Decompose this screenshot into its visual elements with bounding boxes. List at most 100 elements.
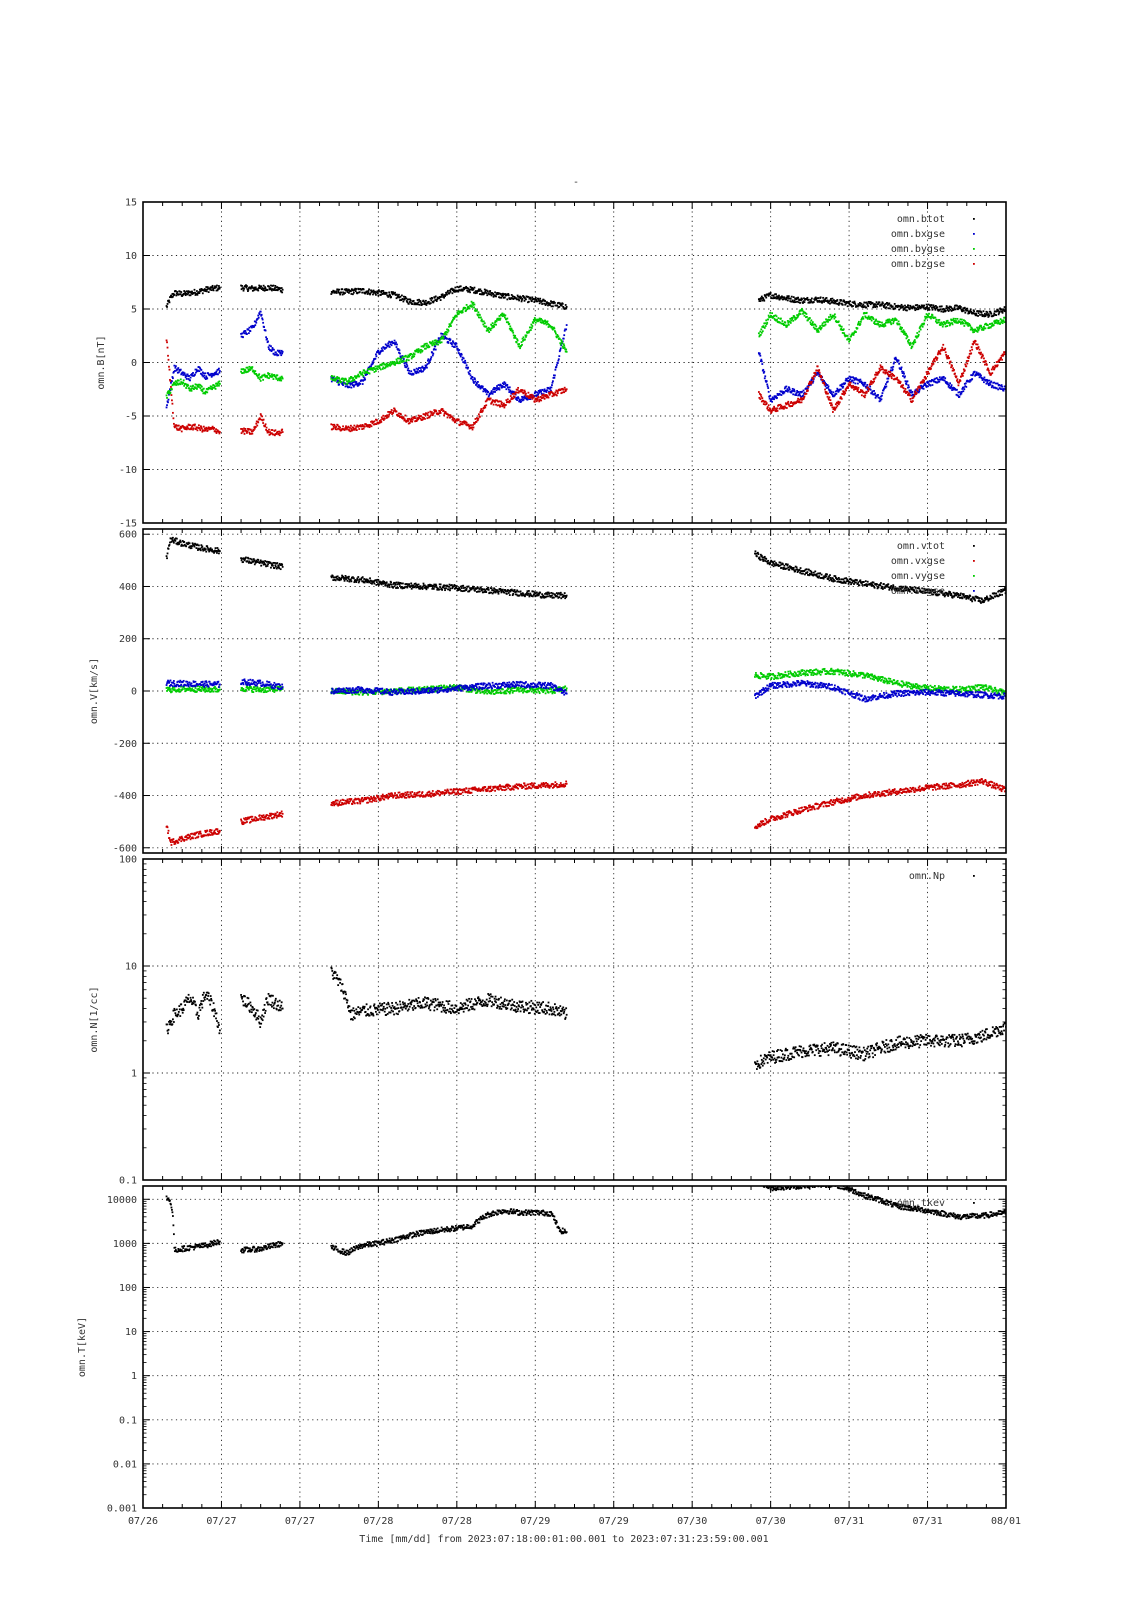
data-point xyxy=(962,309,965,312)
data-point xyxy=(450,325,452,327)
data-point xyxy=(997,388,1000,391)
data-point xyxy=(962,372,965,374)
data-point xyxy=(271,375,274,378)
data-point xyxy=(991,366,994,369)
data-point xyxy=(931,306,933,309)
data-point xyxy=(887,373,890,376)
data-point xyxy=(279,287,282,290)
data-point xyxy=(190,428,192,431)
data-point xyxy=(467,371,470,374)
data-point xyxy=(501,405,504,408)
data-point xyxy=(836,299,839,301)
data-point xyxy=(888,374,891,377)
data-point xyxy=(175,427,178,430)
data-point xyxy=(512,395,515,398)
data-point xyxy=(886,321,889,324)
data-point xyxy=(991,372,994,374)
data-point xyxy=(926,307,929,310)
data-point xyxy=(786,324,789,327)
data-point xyxy=(459,355,462,358)
data-point xyxy=(476,385,479,388)
data-point xyxy=(897,305,900,307)
data-point xyxy=(933,305,936,308)
data-point xyxy=(757,391,760,393)
data-point xyxy=(771,400,774,403)
data-point xyxy=(197,424,200,427)
data-point xyxy=(342,377,344,380)
data-point xyxy=(869,301,872,303)
data-point xyxy=(378,290,381,293)
data-point xyxy=(787,323,790,326)
data-point xyxy=(809,299,812,301)
data-point xyxy=(449,324,451,327)
data-point xyxy=(433,409,436,412)
data-point xyxy=(970,352,973,355)
data-point xyxy=(952,319,954,321)
data-point xyxy=(348,289,351,291)
data-point xyxy=(453,316,456,318)
data-point xyxy=(767,314,770,317)
data-point xyxy=(970,374,973,377)
data-point xyxy=(334,379,337,382)
data-point xyxy=(892,322,895,325)
data-point xyxy=(434,295,437,298)
data-point xyxy=(426,346,429,349)
data-point xyxy=(505,321,508,324)
data-point xyxy=(911,345,914,348)
data-point xyxy=(194,423,196,426)
data-point xyxy=(546,394,548,397)
data-point xyxy=(829,302,831,305)
data-point xyxy=(257,287,260,289)
data-point xyxy=(875,371,877,374)
data-point xyxy=(938,352,941,355)
data-point xyxy=(391,360,394,363)
data-point xyxy=(829,313,832,316)
data-point xyxy=(561,387,564,390)
data-point xyxy=(499,317,502,320)
data-point xyxy=(981,328,983,331)
data-point xyxy=(197,369,199,372)
data-point xyxy=(492,292,495,295)
data-point xyxy=(780,297,782,300)
data-point xyxy=(843,300,846,302)
data-point xyxy=(266,429,268,432)
data-point xyxy=(211,386,214,389)
data-point xyxy=(950,384,953,387)
data-point xyxy=(958,306,961,309)
data-point xyxy=(504,382,507,385)
data-point xyxy=(540,397,543,399)
data-point xyxy=(956,378,959,381)
legend-label: omn.btot xyxy=(897,214,945,225)
data-point xyxy=(246,285,248,287)
data-point xyxy=(390,296,393,298)
data-point xyxy=(565,348,568,351)
data-point xyxy=(395,358,398,361)
data-point xyxy=(833,300,836,303)
data-point xyxy=(912,396,915,399)
data-point xyxy=(370,367,373,370)
data-point xyxy=(887,370,890,373)
data-point xyxy=(818,326,821,329)
data-point xyxy=(981,355,983,358)
data-point xyxy=(521,395,523,398)
data-point xyxy=(483,325,486,328)
data-point xyxy=(384,346,387,349)
data-point xyxy=(265,428,267,431)
data-point xyxy=(176,424,179,427)
data-point xyxy=(457,313,460,315)
data-point xyxy=(768,316,771,319)
data-point xyxy=(179,383,182,386)
data-point xyxy=(934,320,937,323)
data-point xyxy=(433,410,436,413)
data-point xyxy=(199,429,202,432)
data-point xyxy=(561,391,564,394)
data-point xyxy=(950,319,953,322)
data-point xyxy=(961,373,964,376)
data-point xyxy=(446,331,449,334)
data-point xyxy=(251,432,254,435)
data-point xyxy=(997,321,1000,324)
data-point xyxy=(803,314,806,317)
data-point xyxy=(502,402,505,405)
data-point xyxy=(800,395,802,398)
data-point xyxy=(168,368,171,371)
